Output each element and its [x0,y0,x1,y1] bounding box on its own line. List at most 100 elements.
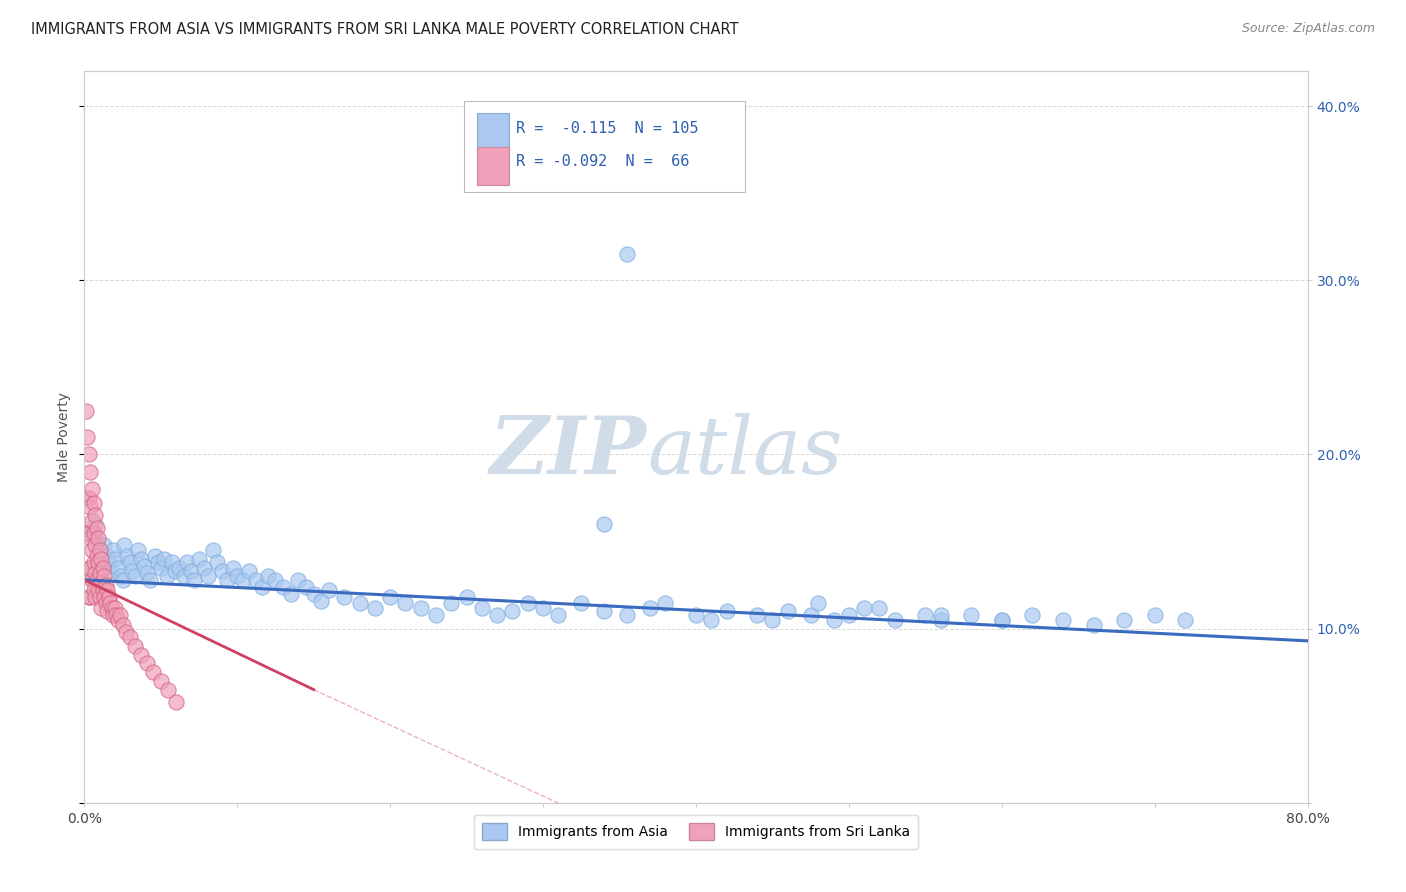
Point [96,604,118,618]
Point [76,525,98,540]
Point [333,591,356,605]
Point [111,618,134,632]
Text: R =  -0.115  N = 105: R = -0.115 N = 105 [516,121,699,136]
Point [108,607,131,622]
Point [87,556,110,570]
Point [349,595,371,609]
Point [84,517,107,532]
Point [295,580,318,594]
Point [89,591,111,605]
Point [207,556,229,570]
Point [83,525,105,540]
Point [1174,613,1197,627]
Point [146,556,169,570]
Point [394,595,416,609]
Point [156,569,179,583]
Point [83,556,105,570]
Point [75,404,97,418]
Point [211,564,233,578]
Point [103,543,125,558]
Point [716,604,738,618]
Point [105,607,128,622]
Text: Source: ZipAtlas.com: Source: ZipAtlas.com [1241,22,1375,36]
Point [776,604,799,618]
Point [93,591,115,605]
Point [124,569,146,583]
Point [380,591,402,605]
Point [132,558,155,573]
Point [107,613,129,627]
Point [96,583,118,598]
Point [79,500,101,514]
Point [77,560,100,574]
Point [77,491,100,505]
Point [176,556,198,570]
Point [97,591,120,605]
Point [94,595,117,609]
Point [127,543,149,558]
Text: R = -0.092  N =  66: R = -0.092 N = 66 [516,153,689,169]
Point [250,580,273,594]
Point [93,538,115,552]
Point [823,613,845,627]
Point [96,549,118,563]
Point [700,613,723,627]
Point [271,580,294,594]
Point [531,600,554,615]
Point [90,552,112,566]
Point [136,566,159,580]
Point [616,247,638,261]
Point [221,560,243,574]
Point [180,564,202,578]
Point [838,607,860,622]
Point [89,543,111,558]
Point [142,665,165,680]
Point [654,595,676,609]
Point [800,607,823,622]
Point [120,556,142,570]
Point [547,607,569,622]
Point [761,613,783,627]
Point [112,538,135,552]
Point [143,549,166,563]
Point [103,607,125,622]
Point [120,631,142,645]
Point [80,573,103,587]
Point [76,491,98,505]
Text: atlas: atlas [647,413,842,491]
Point [101,600,124,615]
Point [79,465,101,479]
Point [153,552,176,566]
Point [90,576,112,591]
Point [1052,613,1074,627]
Point [638,600,661,615]
Point [486,607,509,622]
Point [232,573,254,587]
Point [302,587,325,601]
Point [167,560,190,574]
Point [86,573,108,587]
Point [425,607,447,622]
Point [165,695,187,709]
FancyBboxPatch shape [477,113,509,151]
Point [90,552,112,566]
Point [471,600,494,615]
Point [516,595,538,609]
Point [149,560,172,574]
Point [1083,618,1105,632]
Point [80,483,103,497]
Point [1021,607,1043,622]
Point [104,552,127,566]
Point [77,591,100,605]
Point [257,569,280,583]
Point [93,569,115,583]
Point [226,569,249,583]
Point [129,552,152,566]
Point [91,583,114,598]
Point [80,514,103,528]
Point [163,564,186,578]
Point [80,543,103,558]
Point [87,583,110,598]
Point [91,560,114,574]
Point [149,673,172,688]
